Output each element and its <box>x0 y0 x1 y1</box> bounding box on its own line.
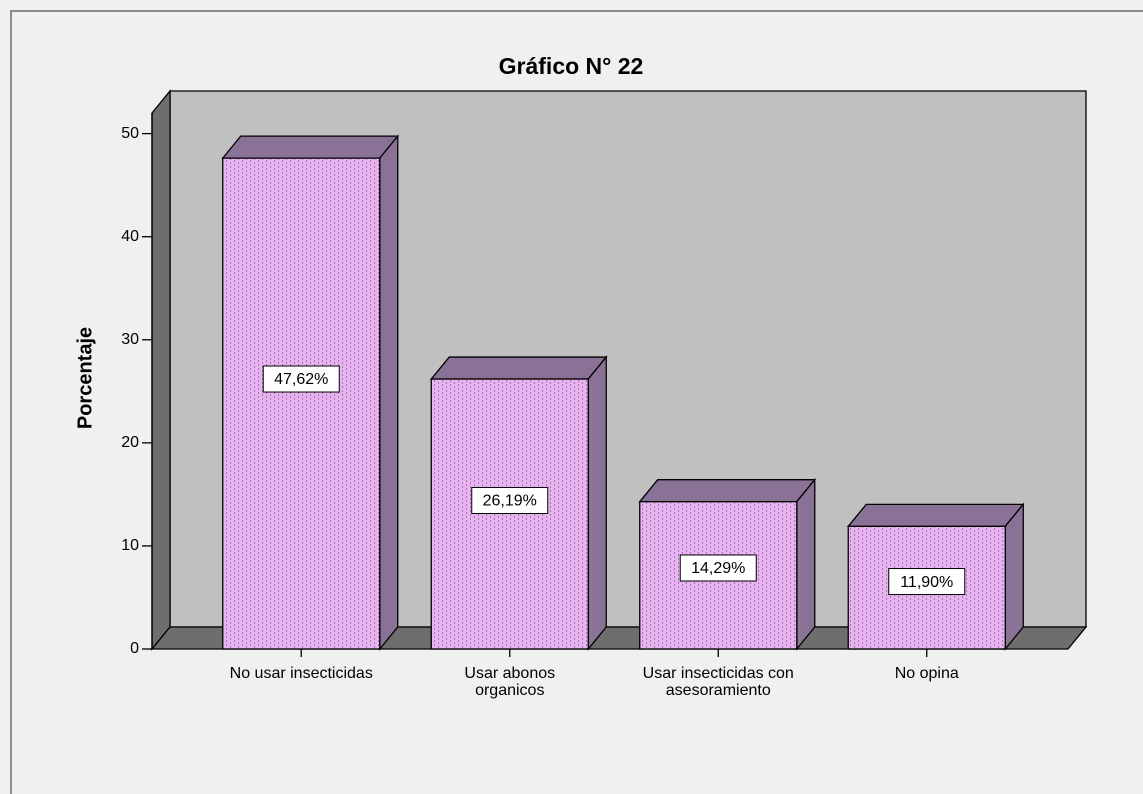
value-label-box <box>262 365 340 393</box>
bar <box>222 157 381 650</box>
y-tick-label: 50 <box>121 125 139 142</box>
bar-side <box>1004 502 1024 651</box>
frame <box>10 10 1143 794</box>
value-label-box <box>679 554 757 582</box>
x-tick-label: Usar abonos organicos <box>464 665 556 699</box>
x-tick-label: No opina <box>894 665 959 682</box>
left-wall <box>151 89 171 651</box>
bar-side <box>796 477 816 651</box>
value-label: 11,90% <box>900 574 953 591</box>
value-label: 26,19% <box>483 493 537 510</box>
x-tick-label: No usar insecticidas <box>229 665 373 682</box>
y-tick-label: 0 <box>130 640 139 657</box>
bar-top <box>846 503 1025 527</box>
bar-top <box>429 356 608 380</box>
bar-top <box>638 479 817 503</box>
value-label-box <box>888 568 966 596</box>
bar-side <box>379 134 399 651</box>
value-label-box <box>471 487 549 515</box>
y-tick-label: 30 <box>121 331 139 348</box>
y-tick-label: 10 <box>121 537 139 554</box>
bar-side <box>587 355 607 651</box>
y-tick-label: 20 <box>121 434 139 451</box>
value-label: 47,62% <box>274 371 328 388</box>
y-tick-label: 40 <box>121 228 139 245</box>
x-tick-label: Usar insecticidas con asesoramiento <box>642 665 794 699</box>
bar-top <box>221 135 400 159</box>
value-label: 14,29% <box>691 560 745 577</box>
chart-title: Gráfico N° 22 <box>499 53 644 79</box>
y-axis-label: Porcentaje <box>74 327 96 429</box>
